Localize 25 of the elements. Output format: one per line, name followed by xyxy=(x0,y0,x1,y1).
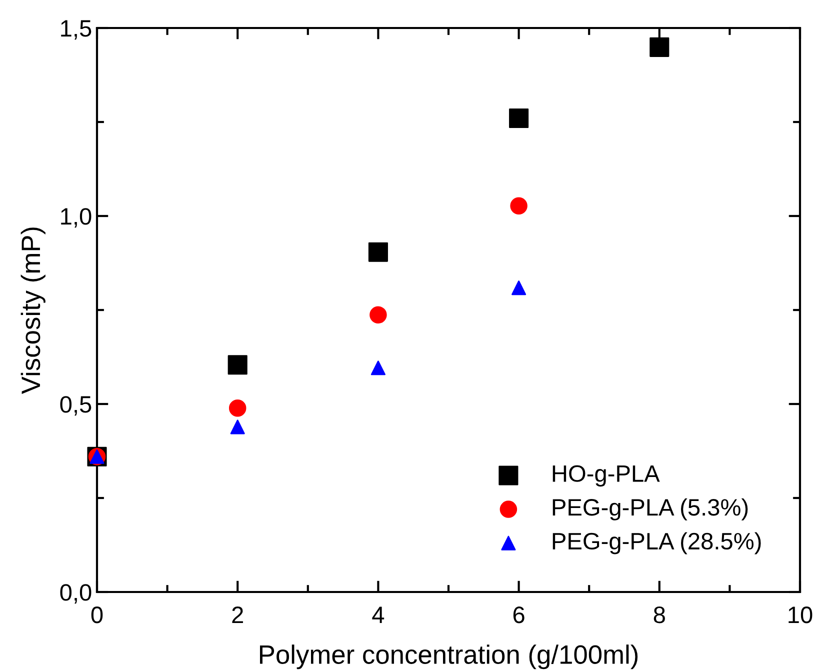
point xyxy=(370,360,386,376)
legend-label: PEG-g-PLA (28.5%) xyxy=(552,532,761,554)
point xyxy=(228,400,246,417)
legend-label: HO-g-PLA xyxy=(552,465,660,487)
y-tick-label: 1,5 xyxy=(61,20,92,40)
y-axis-title: Viscosity (mP) xyxy=(20,228,46,394)
point xyxy=(512,280,526,296)
x-tick-label: 4 xyxy=(372,606,384,623)
x-tick-label: 2 xyxy=(232,606,243,623)
y-tick-label: 0,5 xyxy=(60,396,92,416)
x-tick-label: 6 xyxy=(513,606,524,624)
x-axis-title: Polymer concentration (g/100ml) xyxy=(260,644,638,670)
legend-label: PEG-g-PLA (5.3%) xyxy=(552,498,748,520)
y-tick-label: 0,0 xyxy=(60,584,92,604)
point xyxy=(650,37,670,57)
point xyxy=(230,420,245,434)
point xyxy=(370,306,387,324)
x-tick-label: 0 xyxy=(91,606,103,624)
x-tick-label: 8 xyxy=(654,606,665,624)
y-tick-label: 1,0 xyxy=(61,208,92,228)
point xyxy=(510,197,528,214)
point xyxy=(228,355,248,375)
point xyxy=(368,242,388,262)
x-tick-label: 10 xyxy=(788,606,812,624)
point xyxy=(509,108,529,128)
